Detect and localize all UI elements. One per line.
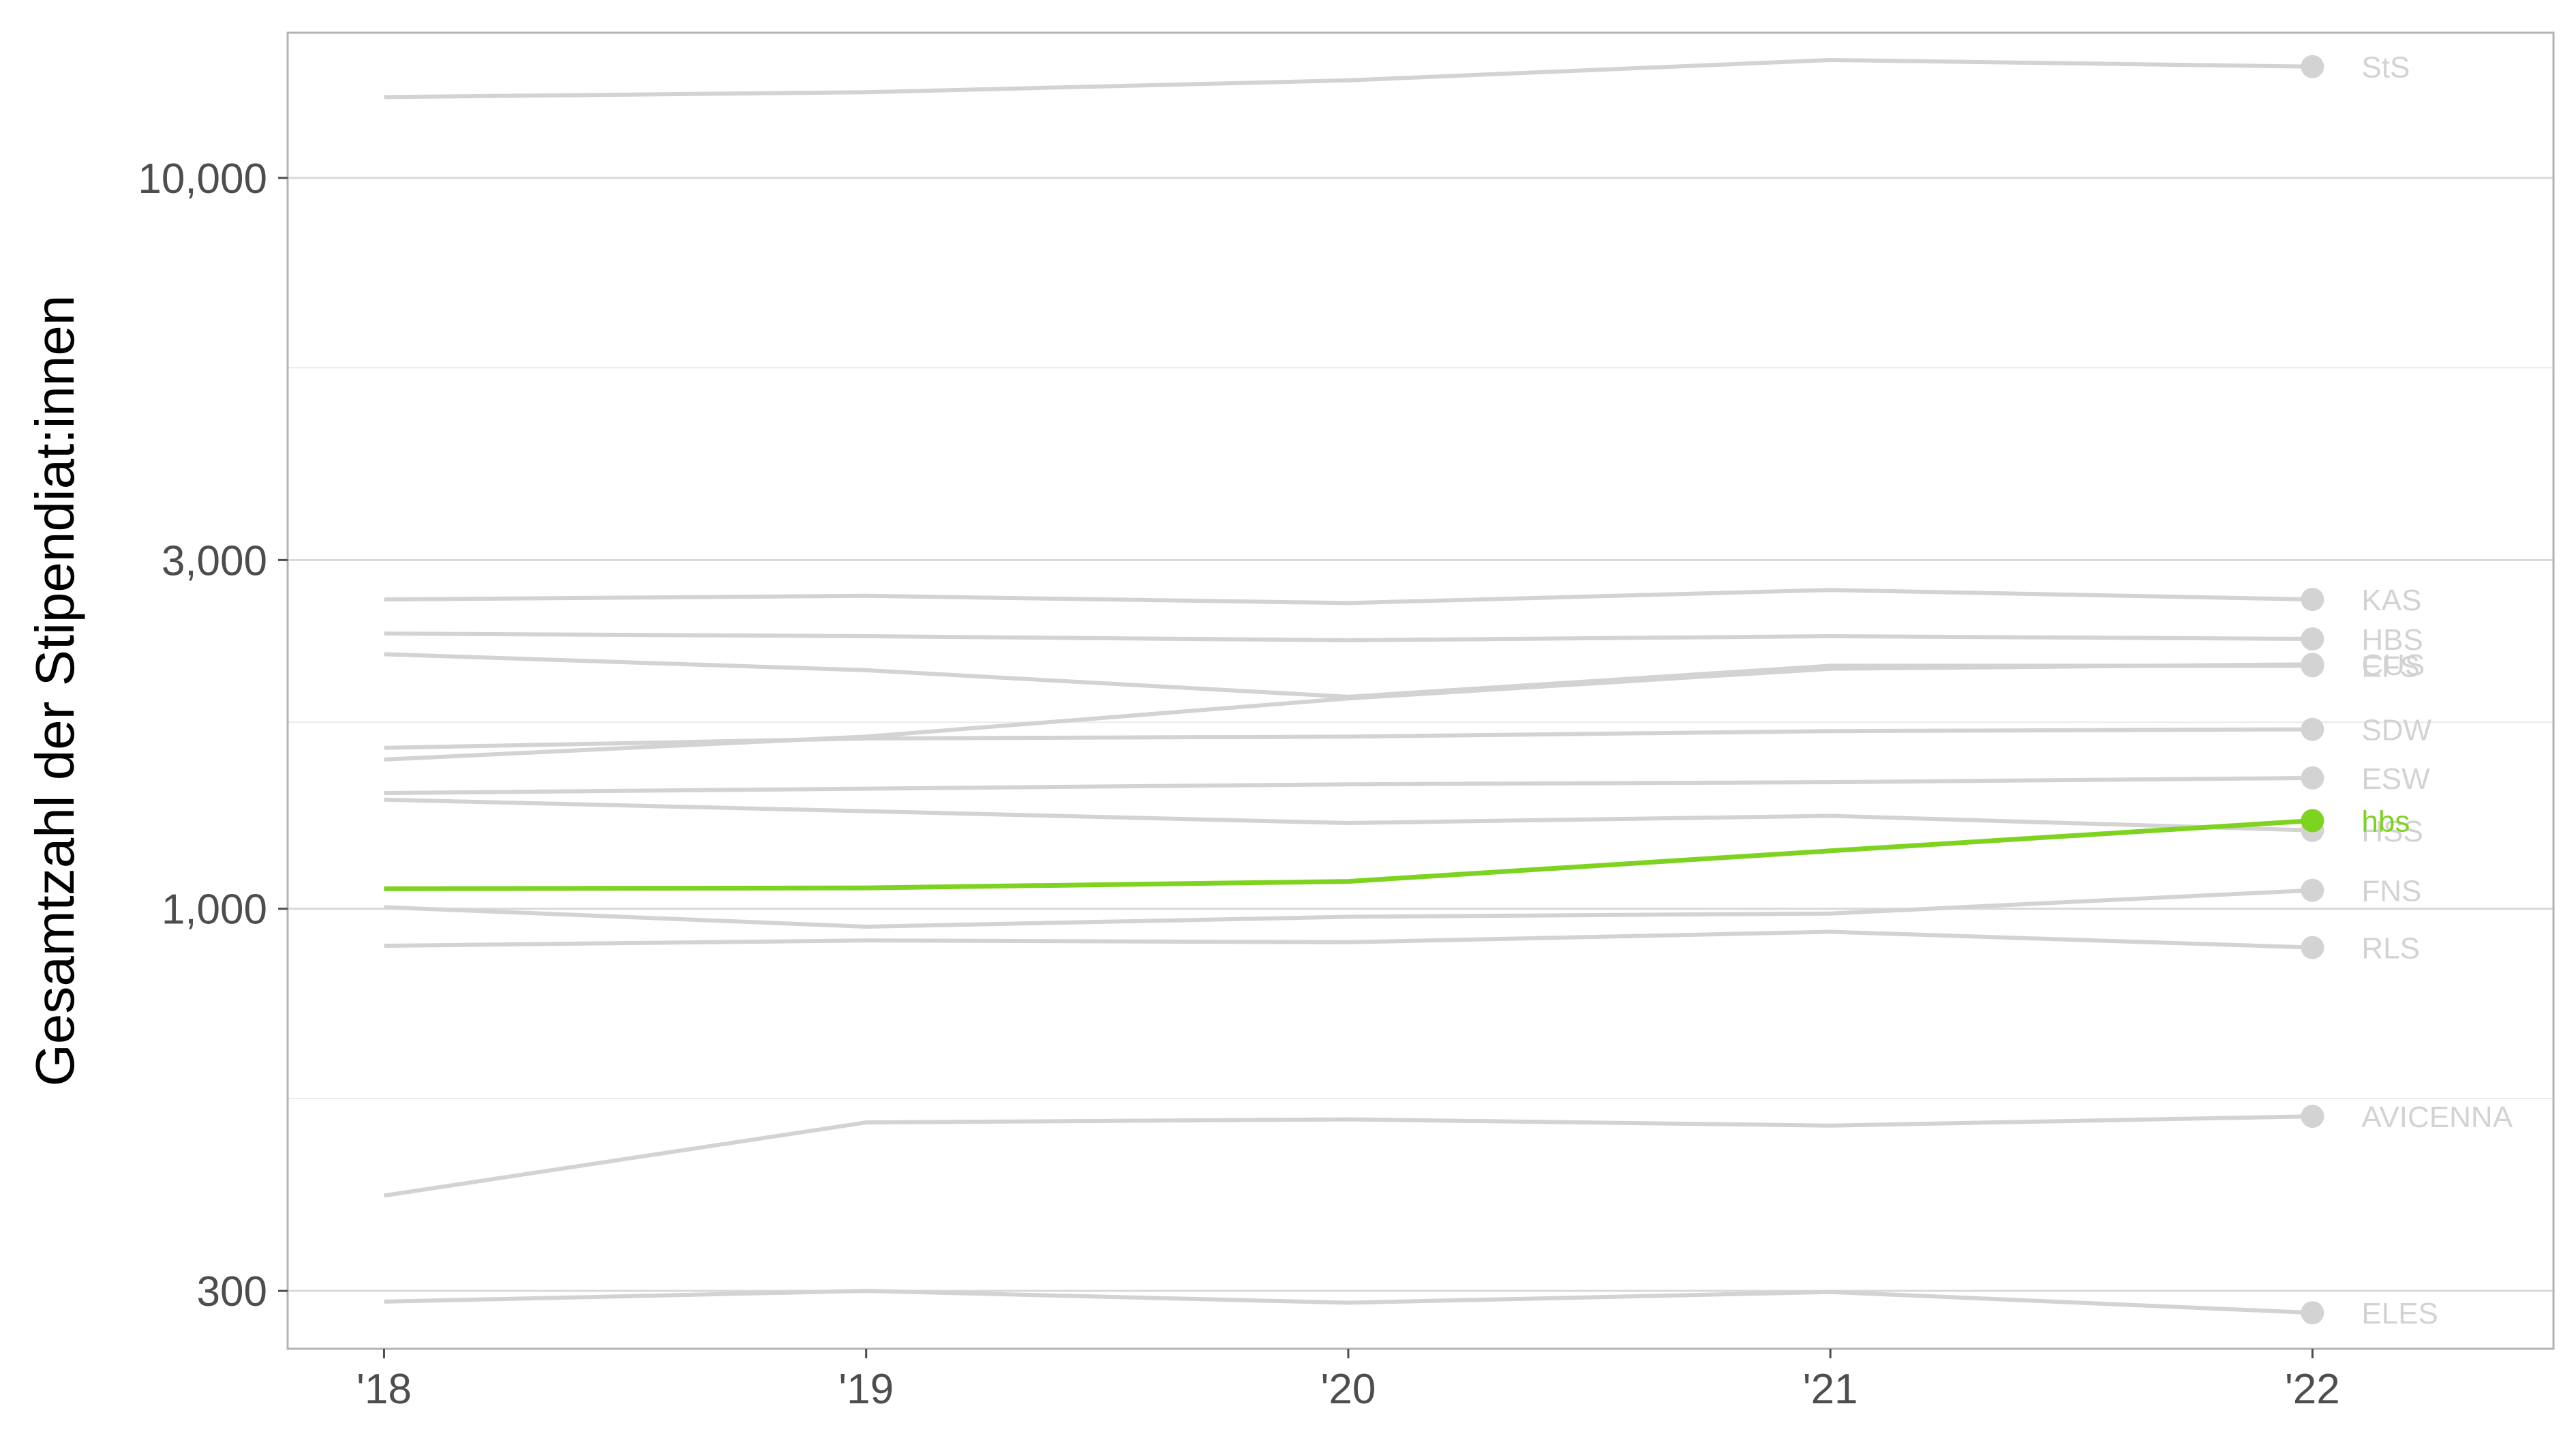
y-tick-label: 1,000 [162,886,267,933]
series-line-rls [384,929,2313,950]
y-axis-label: Gesamtzahl der Stipendiat:innen [25,295,85,1087]
y-tick-label: 300 [197,1268,267,1315]
x-tick-label: '20 [1321,1366,1376,1413]
series-label-esw: ESW [2361,762,2430,796]
end-point-rls [2301,936,2324,959]
end-point-eles [2301,1301,2324,1325]
series-label-fns: FNS [2361,875,2421,908]
series-fns: FNS [384,875,2421,929]
series-line-cus [384,662,2313,762]
x-tick-label: '21 [1803,1366,1858,1413]
series-eles: ELES [384,1289,2438,1330]
series-line-sdw [384,727,2313,750]
series-hss: HSS [384,797,2423,848]
series-kas: KAS [384,584,2421,617]
x-tick-label: '22 [2285,1366,2340,1413]
series-line-esw [384,775,2313,795]
series-label-efs: EFS [2361,650,2420,683]
series-line-fns [384,888,2313,929]
end-point-sdw [2301,717,2324,741]
end-point-fns [2301,878,2324,902]
series-efs: EFS [384,650,2420,699]
series-label-cus: CUS [2361,648,2425,682]
series-line-hbs [384,818,2313,891]
series-label-sts: StS [2361,51,2410,85]
end-point-efs [2301,654,2324,678]
series-hbs: HBS [384,623,2423,657]
end-point-kas [2301,588,2324,612]
series-line-eles [384,1289,2313,1315]
plot-border [286,31,2555,1350]
series-line-sts [384,58,2313,100]
end-point-hbs [2301,627,2324,651]
series-line-avicenna [383,1114,2313,1198]
series-label-kas: KAS [2361,584,2421,617]
grid-layer [288,177,2554,1292]
series-label-hbs: HBS [2361,623,2423,657]
series-hbs: hbs [384,805,2410,891]
x-tick-label: '18 [357,1366,412,1413]
series-line-efs [384,652,2313,699]
series-line-hss [384,797,2313,833]
series-line-hbs [384,631,2313,642]
end-point-sts [2301,55,2324,78]
y-tick-label: 3,000 [162,537,267,584]
series-label-rls: RLS [2361,932,2420,966]
x-tick-label: '19 [838,1366,894,1413]
series-sts: StS [384,51,2410,100]
end-point-hbs [2301,809,2324,833]
series-label-hbs: hbs [2361,805,2410,838]
axis-layer: 300 1,000 3,000 10,000 '18 '19 '20 '21 '22 [138,155,2339,1413]
series-label-sdw: SDW [2361,714,2431,747]
y-tick-label: 10,000 [138,155,267,203]
series-sdw: SDW [384,714,2432,750]
series-label-avicenna: AVICENNA [2361,1101,2513,1134]
series-line-kas [384,588,2313,606]
series-label-hss: HSS [2361,815,2423,848]
series-esw: ESW [384,762,2430,796]
series-label-eles: ELES [2361,1297,2438,1330]
end-point-avicenna [2301,1105,2324,1129]
end-point-esw [2301,766,2324,790]
series-rls: RLS [384,929,2420,966]
series-avicenna: AVICENNA [383,1101,2513,1198]
